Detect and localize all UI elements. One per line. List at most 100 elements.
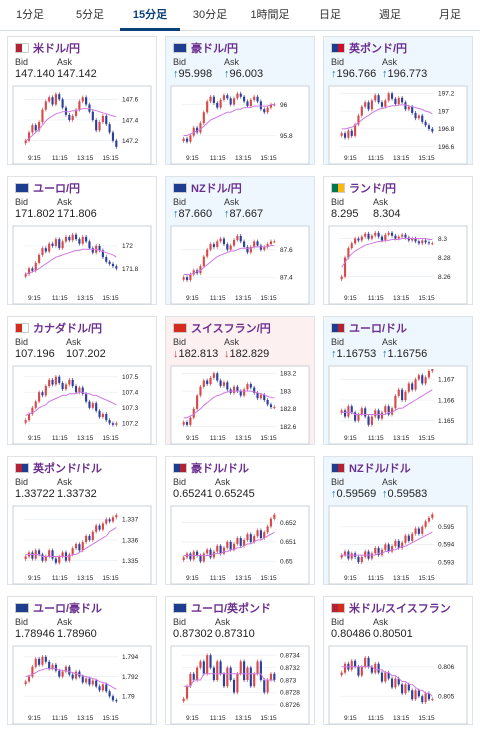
pair-name[interactable]: スイスフラン/円 bbox=[191, 323, 271, 335]
tab-weekly[interactable]: 週足 bbox=[379, 9, 401, 21]
candle-body bbox=[189, 673, 192, 687]
tab-5min[interactable]: 5分足 bbox=[75, 9, 105, 21]
candle-body bbox=[404, 535, 407, 543]
candlestick-chart[interactable]: 87.6 87.4 9:15 11:15 13:15 15:15 bbox=[170, 225, 310, 305]
pair-card[interactable]: スイスフラン/円 Bid Ask ↓182.813 ↓182.829 183.2 183 18… bbox=[165, 316, 315, 445]
candle-body bbox=[364, 657, 367, 667]
y-tick-label: 147.2 bbox=[122, 138, 139, 145]
pair-card[interactable]: NZドル/円 Bid Ask ↑87.660 ↑87.667 87.6 87.4 9:15 11… bbox=[165, 176, 315, 305]
candlestick-chart[interactable]: 107.5 107.4 107.3 107.2 9:15 11:15 13:15 15:15 bbox=[12, 365, 152, 445]
pair-name[interactable]: 米ドル/スイスフラン bbox=[349, 603, 451, 615]
candle-body bbox=[41, 656, 44, 665]
pair-name[interactable]: NZドル/円 bbox=[191, 183, 242, 195]
pair-card[interactable]: ユーロ/英ポンド Bid Ask 0.87302 0.87310 0.8734 0.8732… bbox=[165, 596, 315, 725]
flag-icon bbox=[173, 463, 187, 473]
tab-30min[interactable]: 30分足 bbox=[192, 9, 228, 21]
candle-body bbox=[38, 550, 41, 555]
tab-daily[interactable]: 日足 bbox=[319, 9, 341, 21]
pair-card[interactable]: NZドル/ドル Bid Ask ↑0.59569 ↑0.59583 0.595 0.594 0… bbox=[323, 456, 473, 585]
candlestick-chart[interactable]: 147.6 147.4 147.2 9:15 11:15 13:15 15:15 bbox=[12, 85, 152, 165]
candle-body bbox=[38, 392, 41, 402]
flag-icon bbox=[331, 463, 345, 473]
candle-body bbox=[243, 241, 246, 247]
tab-15min[interactable]: 15分足 bbox=[120, 0, 180, 31]
pair-name[interactable]: 豪ドル/ドル bbox=[191, 463, 250, 475]
candle-body bbox=[266, 400, 269, 405]
candlestick-chart[interactable]: 0.652 0.651 0.65 9:15 11:15 13:15 15:15 bbox=[170, 505, 310, 585]
candle-body bbox=[407, 535, 410, 541]
candlestick-chart[interactable]: 1.167 1.166 1.165 9:15 11:15 13:15 15:15 bbox=[328, 365, 468, 445]
pair-name[interactable]: 英ポンド/円 bbox=[349, 43, 408, 55]
pair-card[interactable]: 豪ドル/円 Bid Ask ↑95.998 ↑96.003 96 95.8 9:15 11:15… bbox=[165, 36, 315, 165]
tab-1min[interactable]: 1分足 bbox=[15, 9, 45, 21]
arrow-up-icon: ↑ bbox=[382, 68, 388, 80]
candle-body bbox=[91, 111, 94, 120]
pair-card[interactable]: 英ポンド/ドル Bid Ask 1.33722 1.33732 1.337 1.336 1.3… bbox=[7, 456, 157, 585]
chart-svg: 183.2 183 182.8 182.6 9:15 11:15 13:15 15:15 bbox=[170, 365, 310, 445]
candlestick-chart[interactable]: 172 171.8 9:15 11:15 13:15 15:15 bbox=[12, 225, 152, 305]
candle-body bbox=[189, 417, 192, 425]
pair-card[interactable]: 米ドル/スイスフラン Bid Ask 0.80486 0.80501 0.806 0.805… bbox=[323, 596, 473, 725]
candle-body bbox=[232, 543, 236, 550]
candle-body bbox=[44, 248, 47, 252]
bid-value: 0.65241 bbox=[173, 488, 213, 500]
candlestick-chart[interactable]: 1.337 1.336 1.335 9:15 11:15 13:15 15:15 bbox=[12, 505, 152, 585]
pair-name[interactable]: 豪ドル/円 bbox=[191, 43, 239, 55]
candle-body bbox=[354, 124, 357, 136]
pair-name[interactable]: ユーロ/英ポンド bbox=[191, 603, 272, 615]
candlestick-chart[interactable]: 0.595 0.594 0.593 9:15 11:15 13:15 15:15 bbox=[328, 505, 468, 585]
pair-card[interactable]: 英ポンド/円 Bid Ask ↑196.766 ↑196.773 197.2 197 196.… bbox=[323, 36, 473, 165]
candlestick-chart[interactable]: 0.8734 0.8732 0.873 0.8728 0.8726 9:15 11:15 13… bbox=[170, 645, 310, 725]
candle-body bbox=[243, 389, 246, 396]
pair-card[interactable]: ユーロ/ドル Bid Ask ↑1.16753 ↑1.16756 1.167 1.166 1.… bbox=[323, 316, 473, 445]
pair-card[interactable]: 豪ドル/ドル Bid Ask 0.65241 0.65245 0.652 0.651 0.65… bbox=[165, 456, 315, 585]
candle-body bbox=[74, 386, 78, 393]
candle-body bbox=[91, 403, 94, 408]
y-tick-label: 0.8732 bbox=[280, 665, 300, 672]
pair-card[interactable]: カナダドル/円 Bid Ask 107.196 107.202 107.5 107.4 107… bbox=[7, 316, 157, 445]
moving-average-line bbox=[341, 104, 433, 130]
candle-body bbox=[417, 528, 420, 534]
candle-body bbox=[95, 525, 98, 532]
candle-body bbox=[374, 95, 377, 101]
pair-card[interactable]: ユーロ/豪ドル Bid Ask 1.78946 1.78960 1.794 1.792 1.7… bbox=[7, 596, 157, 725]
pair-card[interactable]: ユーロ/円 Bid Ask 171.802 171.806 172 171.8 9:15 11:… bbox=[7, 176, 157, 305]
candle-body bbox=[364, 102, 367, 107]
candlestick-chart[interactable]: 1.794 1.792 1.79 9:15 11:15 13:15 15:15 bbox=[12, 645, 152, 725]
y-tick-label: 96 bbox=[280, 102, 288, 109]
x-tick-label: 15:15 bbox=[260, 155, 277, 162]
candle-body bbox=[357, 238, 360, 241]
x-tick-label: 13:15 bbox=[77, 575, 94, 582]
candle-body bbox=[364, 551, 367, 557]
candlestick-chart[interactable]: 96 95.8 9:15 11:15 13:15 15:15 bbox=[170, 85, 310, 165]
pair-name[interactable]: ランド/円 bbox=[349, 183, 397, 195]
candlestick-chart[interactable]: 8.3 8.28 8.26 9:15 11:15 13:15 15:15 bbox=[328, 225, 468, 305]
candlestick-chart[interactable]: 183.2 183 182.8 182.6 9:15 11:15 13:15 15:15 bbox=[170, 365, 310, 445]
bid-value: 8.295 bbox=[331, 208, 359, 220]
pair-card[interactable]: ランド/円 Bid Ask 8.295 8.304 8.3 8.28 8.26 9:15 11:1… bbox=[323, 176, 473, 305]
flag-icon bbox=[15, 323, 29, 333]
tab-1hour[interactable]: 1時間足 bbox=[250, 9, 290, 21]
pair-name[interactable]: ユーロ/円 bbox=[33, 183, 81, 195]
x-tick-label: 9:15 bbox=[344, 575, 357, 582]
tab-monthly[interactable]: 月足 bbox=[439, 9, 461, 21]
ask-value: ↑0.59583 bbox=[382, 488, 428, 500]
pair-name[interactable]: ユーロ/豪ドル bbox=[33, 603, 103, 615]
candle-body bbox=[222, 238, 226, 245]
candle-body bbox=[185, 686, 189, 699]
candle-body bbox=[71, 548, 74, 555]
ask-label: Ask bbox=[215, 477, 231, 487]
pair-name[interactable]: ユーロ/ドル bbox=[349, 323, 408, 335]
x-tick-label: 13:15 bbox=[235, 435, 252, 442]
y-tick-label: 1.794 bbox=[122, 654, 139, 661]
pair-name[interactable]: 米ドル/円 bbox=[33, 43, 81, 55]
candle-body bbox=[101, 250, 104, 258]
pair-name[interactable]: NZドル/ドル bbox=[349, 463, 411, 475]
pair-name[interactable]: カナダドル/円 bbox=[33, 323, 103, 335]
candle-body bbox=[98, 245, 101, 251]
pair-card[interactable]: 米ドル/円 Bid Ask 147.140 147.142 147.6 147.4 147.2… bbox=[7, 36, 157, 165]
candlestick-chart[interactable]: 197.2 197 196.8 196.6 9:15 11:15 13:15 15:15 bbox=[328, 85, 468, 165]
candlestick-chart[interactable]: 0.806 0.805 9:15 11:15 13:15 15:15 bbox=[328, 645, 468, 725]
candle-body bbox=[387, 232, 390, 235]
pair-name[interactable]: 英ポンド/ドル bbox=[33, 463, 103, 475]
